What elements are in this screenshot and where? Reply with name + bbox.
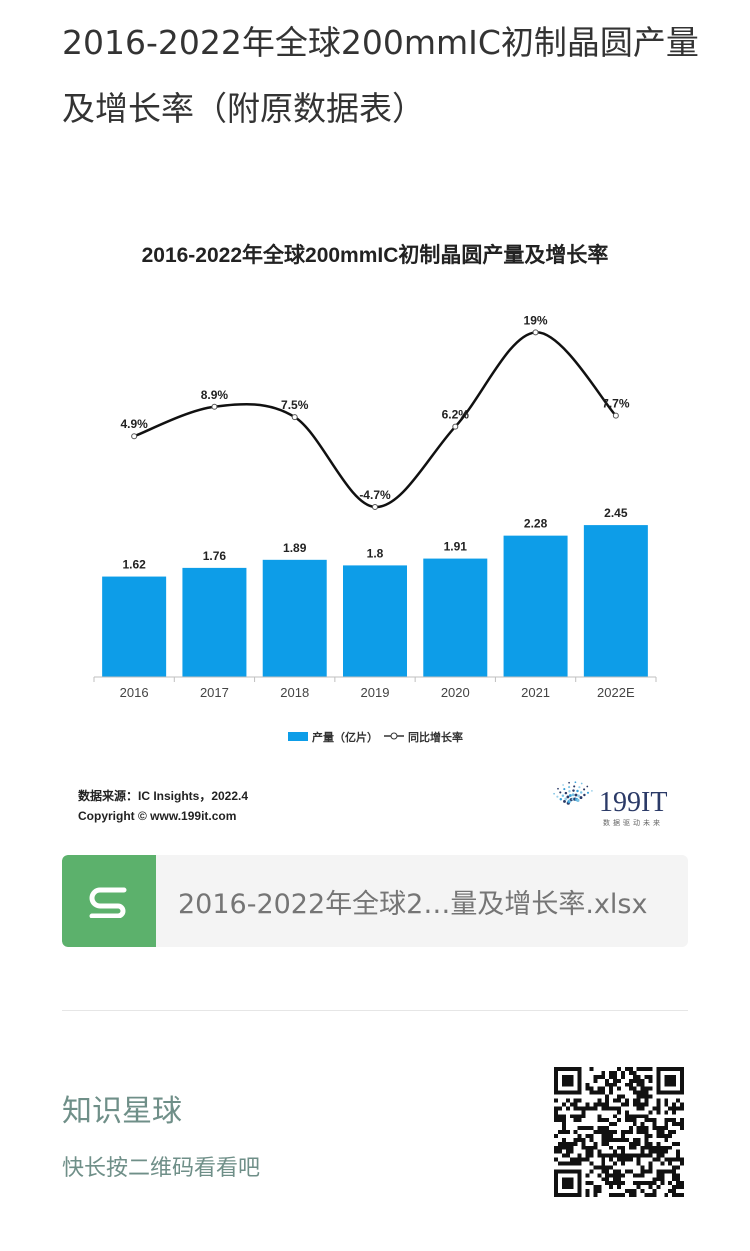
spreadsheet-icon [62, 855, 156, 947]
promo-subtitle: 快长按二维码看看吧 [62, 1156, 261, 1181]
logo-dot [564, 797, 568, 801]
logo-dot [556, 795, 559, 798]
logo-dot [571, 793, 575, 797]
legend-label-bar: 产量（亿片） [312, 730, 378, 744]
growth-rate-point [452, 423, 459, 430]
growth-rate-label: 8.9% [201, 388, 229, 402]
growth-rate-label: 7.5% [281, 398, 309, 412]
logo-dot [580, 782, 583, 785]
chart-image: 2016-2022年全球200mmIC初制晶圆产量及增长率 1.62 1.76 1.… [62, 215, 688, 840]
logo-dot [563, 799, 566, 803]
legend-swatch-marker [390, 732, 398, 740]
brand-logo: 199IT 数据驱动未来 [553, 781, 667, 827]
brand-logo-text: 199IT [599, 787, 667, 818]
logo-dot [563, 788, 566, 791]
chart-title: 2016-2022年全球200mmIC初制晶圆产量及增长率 [142, 243, 609, 267]
logo-dot [577, 794, 581, 798]
logo-dot [559, 797, 563, 801]
page-title: 2016-2022年全球200mmIC初制晶圆产量及增长率（附原数据表） [62, 23, 699, 128]
bar [343, 565, 407, 677]
x-tick-label: 2019 [361, 685, 390, 700]
growth-rate-point [612, 412, 619, 419]
growth-rate-point [291, 414, 298, 421]
bar-value-label: 1.91 [444, 540, 468, 554]
logo-dot [583, 793, 586, 797]
logo-dot [564, 791, 568, 795]
bar [262, 559, 327, 677]
legend-swatch-bar [288, 732, 308, 741]
growth-rate-label: 19% [524, 313, 548, 327]
logo-dot [568, 786, 571, 789]
bar-value-label: 1.89 [283, 541, 307, 555]
brand-tagline: 数据驱动未来 [603, 818, 663, 827]
growth-rate-point [131, 433, 138, 440]
logo-dot [568, 781, 570, 784]
logo-dot [557, 787, 559, 790]
x-tick-label: 2018 [280, 685, 309, 700]
logo-dot [572, 789, 575, 792]
bar-value-label: 2.45 [604, 506, 628, 520]
logo-dot [586, 785, 589, 788]
x-tick-label: 2022E [597, 685, 635, 700]
logo-dot [591, 790, 593, 792]
chart-copyright: Copyright © www.199it.com [78, 809, 236, 823]
growth-rate-line [133, 331, 617, 509]
growth-rate-point [211, 403, 218, 410]
bar-value-label: 1.62 [122, 558, 146, 572]
bar [182, 567, 247, 677]
logo-dot [561, 794, 565, 798]
chart: 2016-2022年全球200mmIC初制晶圆产量及增长率 1.62 1.76 1.… [78, 243, 667, 827]
growth-rate-label: 4.9% [120, 417, 148, 431]
logo-dot [562, 784, 564, 786]
growth-rate-label: -4.7% [359, 488, 391, 502]
logo-dot [579, 796, 583, 800]
logo-dot [566, 795, 570, 799]
logo-dot [568, 794, 572, 797]
chart-legend: 产量（亿片） 同比增长率 [288, 730, 463, 744]
logo-dot [573, 785, 576, 788]
logo-dot [568, 790, 571, 793]
bar [102, 576, 167, 677]
x-tick-label: 2016 [120, 685, 149, 700]
logo-dot [578, 786, 581, 789]
promo-title: 知识星球 [62, 1094, 182, 1129]
x-tick-label: 2021 [521, 685, 550, 700]
x-tick-label: 2017 [200, 685, 229, 700]
logo-dot [553, 792, 555, 795]
logo-dot [583, 788, 586, 791]
growth-rate-label: 7.7% [602, 397, 630, 411]
growth-rate-label: 6.2% [442, 408, 470, 422]
bar-value-label: 1.76 [203, 549, 227, 563]
logo-dot [576, 789, 579, 793]
x-tick-label: 2020 [441, 685, 470, 700]
qr-code-icon[interactable] [553, 1067, 685, 1197]
divider [62, 1010, 688, 1011]
logo-dot [574, 793, 578, 797]
logo-dot [586, 791, 590, 794]
logo-dot [574, 781, 577, 784]
logo-dot [559, 791, 562, 794]
bar [423, 558, 488, 677]
attachment-file-card[interactable]: 2016-2022年全球2…量及增长率.xlsx [62, 855, 688, 947]
growth-rate-point [372, 504, 378, 510]
bar [583, 525, 648, 677]
bar-value-label: 2.28 [524, 517, 548, 531]
logo-dot [579, 791, 583, 794]
attachment-file-name: 2016-2022年全球2…量及增长率.xlsx [178, 888, 648, 920]
bar-value-label: 1.8 [367, 546, 384, 560]
chart-source: 数据来源：IC Insights，2022.4 [78, 788, 248, 803]
legend-label-line: 同比增长率 [408, 730, 463, 744]
growth-rate-point [532, 329, 539, 336]
bar [503, 535, 568, 677]
logo-dot [576, 798, 580, 803]
